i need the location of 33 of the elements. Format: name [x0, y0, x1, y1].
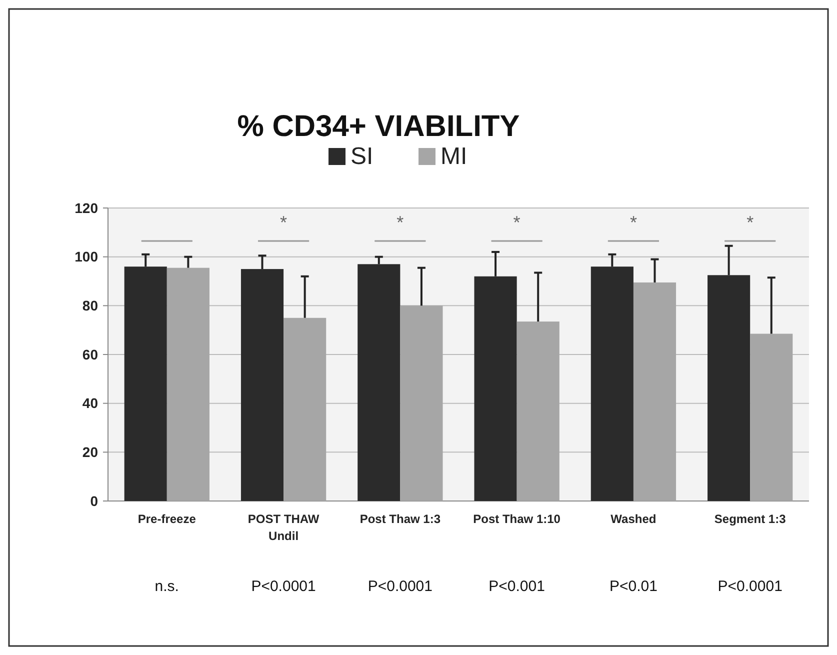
- text: P<0.001: [488, 578, 545, 595]
- annotation: *: [396, 212, 404, 233]
- text: P<0.0001: [718, 578, 782, 595]
- y-tick-label: 80: [82, 298, 98, 314]
- text: P<0.0001: [368, 578, 433, 595]
- x-tick-label: POST THAW Undil: [248, 512, 320, 543]
- legend-label: MI: [440, 143, 468, 170]
- bar: [400, 306, 443, 501]
- y-tick-label: 0: [90, 492, 98, 509]
- y-tick-label: 100: [74, 248, 98, 265]
- bar: [750, 334, 793, 501]
- chart-title: % CD34+ VIABILITY: [237, 110, 520, 143]
- annotation: *: [630, 212, 637, 233]
- bar: [166, 268, 210, 501]
- x-tick-label: Pre-freeze: [138, 512, 196, 526]
- text: n.s.: [154, 578, 179, 595]
- y-tick-label: 120: [74, 200, 98, 216]
- text: P<0.01: [609, 578, 658, 595]
- bar: [516, 322, 560, 501]
- annotation: *: [513, 212, 520, 233]
- y-tick-label: 60: [82, 346, 98, 362]
- x-tick-label: Post Thaw 1:10: [473, 512, 561, 526]
- x-tick-label: Washed: [610, 512, 656, 526]
- bar: [284, 318, 326, 501]
- legend-label: SI: [350, 143, 374, 170]
- annotation: *: [746, 212, 754, 233]
- y-tick-label: 40: [82, 395, 98, 412]
- bar: [633, 282, 676, 501]
- x-tick-label: Segment 1:3: [714, 512, 786, 526]
- text: P<0.0001: [251, 578, 316, 595]
- x-tick-label: Post Thaw 1:3: [360, 512, 441, 526]
- annotation: *: [280, 212, 288, 233]
- y-tick-label: 20: [82, 444, 98, 460]
